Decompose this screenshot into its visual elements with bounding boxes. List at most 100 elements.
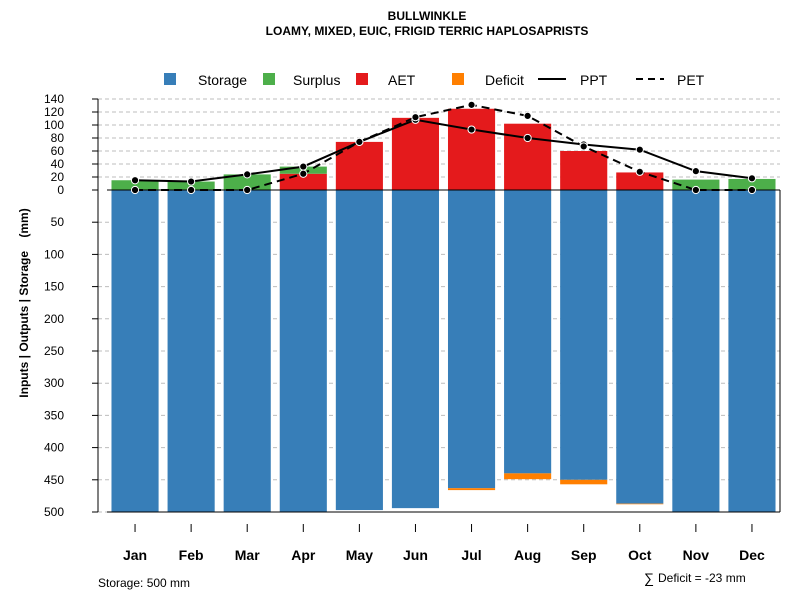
bar-storage xyxy=(279,190,327,512)
y-tick-label-bottom: 350 xyxy=(44,408,64,422)
x-tick-label: Oct xyxy=(628,547,652,563)
legend-swatch-aet xyxy=(356,73,368,85)
point-pet xyxy=(691,185,700,195)
bar-storage xyxy=(504,190,552,474)
x-tick-label: Jan xyxy=(123,547,147,563)
legend-swatch-storage xyxy=(164,73,176,85)
point-ppt xyxy=(299,162,308,171)
y-tick-label-bottom: 400 xyxy=(44,441,64,455)
y-tick-label-top: 120 xyxy=(44,105,64,119)
y-tick-label-top: 140 xyxy=(44,92,64,106)
x-tick-label: Jul xyxy=(461,547,481,563)
axes-layer: 0204060801001201405010015020025030035040… xyxy=(44,92,781,563)
footnote-deficit-symbol: ∑ xyxy=(644,570,654,586)
point-ppt xyxy=(187,177,196,186)
legend-swatch-surplus xyxy=(263,73,275,85)
line-pet xyxy=(135,103,752,191)
point-ppt xyxy=(691,167,700,176)
x-tick-label: May xyxy=(346,547,373,563)
bar-storage xyxy=(560,190,608,480)
bar-surplus xyxy=(111,180,159,190)
bar-storage xyxy=(223,190,271,512)
bar-aet xyxy=(447,108,496,190)
bar-storage xyxy=(167,190,215,512)
point-pet xyxy=(187,185,196,195)
y-tick-label-top: 0 xyxy=(57,183,64,197)
point-pet xyxy=(299,169,308,178)
bar-aet xyxy=(335,141,383,190)
point-pet xyxy=(411,113,420,122)
x-tick-label: Nov xyxy=(683,547,710,563)
bar-storage xyxy=(616,190,664,504)
legend-label-surplus: Surplus xyxy=(293,72,340,88)
line-ppt xyxy=(135,118,753,183)
point-pet xyxy=(579,142,588,151)
y-axis-label: Inputs | Outputs | Storage (mm) xyxy=(17,208,31,397)
y-tick-label-top: 20 xyxy=(51,170,65,184)
x-tick-label: Sep xyxy=(571,547,597,563)
point-ppt xyxy=(635,145,644,154)
bar-storage xyxy=(447,190,496,489)
y-tick-label-bottom: 150 xyxy=(44,280,64,294)
y-tick-label-bottom: 200 xyxy=(44,312,64,326)
bar-storage xyxy=(335,190,383,511)
y-tick-label-bottom: 450 xyxy=(44,473,64,487)
chart-title: BULLWINKLE xyxy=(388,9,467,23)
point-pet xyxy=(747,185,757,195)
x-tick-label: Mar xyxy=(235,547,260,563)
legend-label-deficit: Deficit xyxy=(485,72,524,88)
legend-label-aet: AET xyxy=(388,72,416,88)
bar-storage xyxy=(111,190,159,512)
bar-deficit xyxy=(447,488,496,491)
legend-label-storage: Storage xyxy=(198,72,247,88)
bars-layer xyxy=(111,108,776,512)
x-tick-label: Apr xyxy=(291,547,316,563)
bar-aet xyxy=(391,117,440,190)
point-ppt xyxy=(747,174,757,183)
y-tick-label-top: 40 xyxy=(51,157,65,171)
legend-label-ppt: PPT xyxy=(580,72,608,88)
footnote-storage: Storage: 500 mm xyxy=(98,576,190,590)
x-tick-label: Dec xyxy=(739,547,765,563)
bar-deficit xyxy=(504,473,552,480)
y-tick-label-bottom: 50 xyxy=(51,215,65,229)
bar-aet xyxy=(560,151,608,190)
point-pet xyxy=(523,111,532,121)
bar-aet xyxy=(616,172,664,190)
y-tick-label-bottom: 250 xyxy=(44,344,64,358)
point-ppt xyxy=(130,176,140,185)
bar-surplus xyxy=(672,179,720,190)
point-pet xyxy=(355,137,364,146)
bar-aet xyxy=(504,123,552,190)
point-ppt xyxy=(467,125,476,134)
legend-label-pet: PET xyxy=(677,72,705,88)
bar-surplus xyxy=(728,178,776,190)
point-pet xyxy=(635,167,644,176)
x-tick-label: Jun xyxy=(403,547,428,563)
legend-swatch-deficit xyxy=(452,73,464,85)
y-tick-label-top: 60 xyxy=(51,144,65,158)
y-tick-label-bottom: 100 xyxy=(44,247,64,261)
legend: Storage Surplus AET Deficit PPT PET xyxy=(164,72,705,88)
footnote-deficit: Deficit = -23 mm xyxy=(658,571,746,585)
bar-storage xyxy=(391,190,440,509)
y-tick-label-top: 80 xyxy=(51,131,65,145)
point-pet xyxy=(130,185,140,195)
point-ppt xyxy=(243,170,252,179)
bar-deficit xyxy=(616,503,664,505)
point-ppt xyxy=(523,133,532,143)
y-tick-label-top: 100 xyxy=(44,118,64,132)
point-pet xyxy=(467,100,476,109)
y-tick-label-bottom: 500 xyxy=(44,505,64,519)
point-pet xyxy=(243,185,252,195)
x-tick-label: Aug xyxy=(514,547,541,563)
chart-subtitle: LOAMY, MIXED, EUIC, FRIGID TERRIC HAPLOS… xyxy=(266,24,589,38)
lines-layer xyxy=(107,100,780,195)
bar-storage xyxy=(672,190,720,512)
bar-storage xyxy=(728,190,776,512)
bar-surplus xyxy=(167,181,215,190)
bar-deficit xyxy=(560,479,608,485)
x-tick-label: Feb xyxy=(179,547,204,563)
y-tick-label-bottom: 300 xyxy=(44,376,64,390)
